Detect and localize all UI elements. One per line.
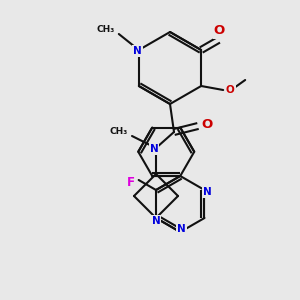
Text: CH₃: CH₃ (110, 127, 128, 136)
Text: O: O (214, 25, 225, 38)
Text: CH₃: CH₃ (97, 26, 115, 34)
Text: N: N (203, 187, 212, 197)
Text: F: F (127, 176, 135, 188)
Text: O: O (226, 85, 235, 95)
Text: N: N (150, 144, 158, 154)
Text: N: N (152, 216, 160, 226)
Text: O: O (201, 118, 213, 130)
Text: N: N (134, 46, 142, 56)
Text: N: N (177, 224, 186, 234)
